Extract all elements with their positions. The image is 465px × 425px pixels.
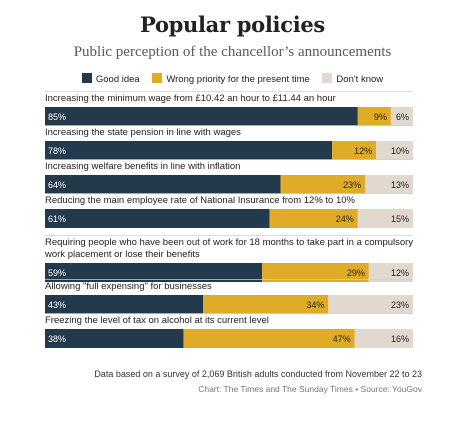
- bar-value-label: 6%: [396, 112, 409, 122]
- legend-item-good-idea: Good idea: [81, 73, 140, 85]
- bar-segment-good: [45, 175, 281, 194]
- bar-value-label: 16%: [391, 334, 409, 344]
- bar-value-label: 78%: [48, 146, 66, 156]
- category-label: Reducing the main employee rate of Natio…: [45, 195, 356, 206]
- category-label: Increasing the state pension in line wit…: [45, 127, 241, 138]
- bar-segment-dontknow: [357, 209, 413, 228]
- legend-label-dont-know: Don't know: [336, 74, 384, 85]
- bar-segment-wrong: [357, 107, 391, 126]
- bar-segment-wrong: [332, 141, 377, 160]
- bar-value-label: 85%: [48, 112, 66, 122]
- bar-segment-dontknow: [390, 107, 413, 126]
- legend-label-good-idea: Good idea: [95, 74, 140, 85]
- bar-value-label: 59%: [48, 268, 66, 278]
- bar-segment-dontknow: [354, 329, 413, 348]
- bar-value-label: 29%: [347, 268, 365, 278]
- category-label: Freezing the level of tax on alcohol at …: [45, 315, 269, 326]
- category-label: Increasing welfare benefits in line with…: [45, 161, 240, 172]
- category-label: Allowing "full expensing" for businesses: [45, 281, 212, 292]
- bar-segment-good: [45, 263, 263, 282]
- bar-segment-good: [45, 209, 270, 228]
- bar-value-label: 12%: [391, 268, 409, 278]
- bar-segment-wrong: [203, 295, 329, 314]
- bar-segment-good: [45, 295, 204, 314]
- bar-segment-dontknow: [368, 263, 413, 282]
- chart-legend: Good idea Wrong priority for the present…: [0, 73, 465, 85]
- bar-value-label: 10%: [391, 146, 409, 156]
- bar-value-label: 15%: [391, 214, 409, 224]
- bar-value-label: 12%: [354, 146, 372, 156]
- chart-title: Popular policies: [140, 12, 325, 37]
- bar-segment-good: [45, 141, 333, 160]
- legend-swatch-good-idea: [81, 73, 92, 83]
- bar-segment-good: [45, 329, 184, 348]
- bar-segment-wrong: [269, 209, 358, 228]
- legend-swatch-dont-know: [322, 73, 333, 83]
- chart-credit: Chart: The Times and The Sunday Times • …: [198, 384, 422, 394]
- bar-segment-wrong: [183, 329, 355, 348]
- bar-value-label: 43%: [48, 300, 66, 310]
- legend-item-wrong-priority: Wrong priority for the present time: [152, 73, 310, 85]
- chart-footnote: Data based on a survey of 2,069 British …: [94, 369, 422, 379]
- legend-label-wrong-priority: Wrong priority for the present time: [166, 74, 310, 85]
- category-label: Increasing the minimum wage from £10.42 …: [45, 93, 336, 104]
- bar-value-label: 24%: [336, 214, 354, 224]
- bar-value-label: 47%: [333, 334, 351, 344]
- legend-item-dont-know: Don't know: [322, 73, 383, 85]
- legend-swatch-wrong-priority: [152, 73, 163, 83]
- bar-segment-wrong: [262, 263, 369, 282]
- bar-segment-wrong: [280, 175, 366, 194]
- bar-value-label: 38%: [48, 334, 66, 344]
- bar-segment-dontknow: [376, 141, 413, 160]
- bar-segment-dontknow: [365, 175, 413, 194]
- bar-value-label: 9%: [374, 112, 387, 122]
- bar-segment-good: [45, 107, 358, 126]
- bar-value-label: 34%: [306, 300, 324, 310]
- category-label: Requiring people who have been out of wo…: [45, 237, 413, 248]
- bar-value-label: 64%: [48, 180, 66, 190]
- category-label: work placement or lose their benefits: [44, 249, 200, 260]
- chart-subtitle: Public perception of the chancellor’s an…: [73, 44, 392, 60]
- bar-value-label: 61%: [48, 214, 66, 224]
- bar-value-label: 23%: [343, 180, 361, 190]
- bar-value-label: 23%: [391, 300, 409, 310]
- bar-value-label: 13%: [391, 180, 409, 190]
- bar-segment-dontknow: [328, 295, 413, 314]
